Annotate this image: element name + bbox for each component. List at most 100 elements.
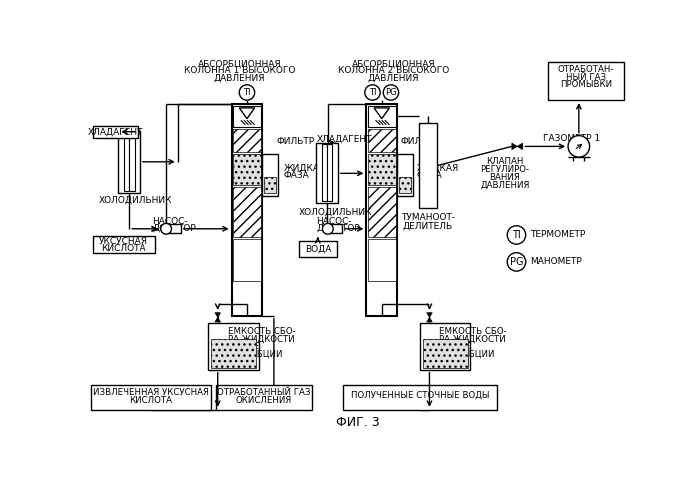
Text: ДОЗАТОР: ДОЗАТОР <box>152 224 196 232</box>
Text: ХОЛОДИЛЬНИК: ХОЛОДИЛЬНИК <box>99 196 172 205</box>
Text: PG: PG <box>385 88 397 97</box>
Bar <box>168 224 181 233</box>
Text: КИСЛОТА: КИСЛОТА <box>101 243 146 253</box>
Text: УКСУСНАЯ: УКСУСНАЯ <box>99 237 148 246</box>
Bar <box>233 187 261 237</box>
Text: АБСОРБЦИОННАЯ: АБСОРБЦИОННАЯ <box>352 59 435 68</box>
Text: ФИЛЬТР: ФИЛЬТР <box>276 136 315 146</box>
Circle shape <box>322 223 333 234</box>
Text: ГАЗОМЕТР 1: ГАЗОМЕТР 1 <box>543 134 600 143</box>
Text: ОТРАБОТАН-: ОТРАБОТАН- <box>558 65 614 74</box>
Text: TI: TI <box>369 88 376 97</box>
Circle shape <box>507 226 526 244</box>
Circle shape <box>161 223 171 234</box>
Polygon shape <box>426 313 432 317</box>
Bar <box>211 339 257 368</box>
Bar <box>368 239 396 281</box>
Bar <box>129 133 134 191</box>
Text: ОТРАБОТАННЫЙ ГАЗ: ОТРАБОТАННЫЙ ГАЗ <box>217 388 310 397</box>
Bar <box>92 385 211 410</box>
Bar <box>208 323 259 370</box>
Bar <box>216 385 312 410</box>
Text: РА ЖИДКОСТИ: РА ЖИДКОСТИ <box>228 335 294 343</box>
Text: НАСОС-: НАСОС- <box>152 216 188 226</box>
Bar <box>419 123 437 208</box>
Bar <box>93 237 154 254</box>
Bar <box>298 241 337 256</box>
Text: АБСОРБЦИИ: АБСОРБЦИИ <box>228 350 283 359</box>
Text: ТЕРМОМЕТР: ТЕРМОМЕТР <box>531 230 586 240</box>
Polygon shape <box>215 317 220 322</box>
Bar <box>233 239 261 281</box>
Circle shape <box>507 253 526 271</box>
Circle shape <box>365 85 380 100</box>
Text: ДЕЛИТЕЛЬ: ДЕЛИТЕЛЬ <box>403 221 453 230</box>
Text: ФАЗА: ФАЗА <box>284 171 310 180</box>
Polygon shape <box>426 317 432 322</box>
Text: ДОЗАТОР: ДОЗАТОР <box>316 224 360 232</box>
Text: ЕМКОСТЬ СБО-: ЕМКОСТЬ СБО- <box>228 327 296 335</box>
Text: TI: TI <box>243 88 251 97</box>
Text: ХЛАДАГЕНТ: ХЛАДАГЕНТ <box>316 134 372 143</box>
Bar <box>368 187 396 237</box>
Bar <box>343 385 497 410</box>
Text: ХОЛОДИЛЬНИК: ХОЛОДИЛЬНИК <box>298 207 373 216</box>
Circle shape <box>239 85 254 100</box>
Text: НАСОС-: НАСОС- <box>316 216 352 226</box>
Bar <box>316 143 338 202</box>
Text: КОЛОННА 1 ВЫСОКОГО: КОЛОННА 1 ВЫСОКОГО <box>184 67 295 75</box>
Text: НЫЙ ГАЗ: НЫЙ ГАЗ <box>565 73 606 81</box>
Bar <box>124 133 129 191</box>
Bar <box>398 177 411 193</box>
Text: ФИГ. 3: ФИГ. 3 <box>336 415 380 428</box>
Bar <box>264 177 276 193</box>
Text: ЖИДКАЯ: ЖИДКАЯ <box>284 163 326 173</box>
Bar <box>548 62 624 100</box>
Text: АБСОРБЦИОННАЯ: АБСОРБЦИОННАЯ <box>197 59 281 68</box>
Circle shape <box>568 135 590 157</box>
Text: ФИЛЬТР: ФИЛЬТР <box>401 136 439 146</box>
Polygon shape <box>239 108 254 119</box>
Text: АБСОРБЦИИ: АБСОРБЦИИ <box>440 350 495 359</box>
Bar <box>422 339 468 368</box>
Bar <box>368 106 396 127</box>
Bar <box>330 224 343 233</box>
Bar <box>366 104 397 316</box>
Polygon shape <box>215 313 220 317</box>
Text: PG: PG <box>510 257 524 267</box>
Text: ТУМАНООТ-: ТУМАНООТ- <box>401 213 455 222</box>
Bar <box>231 104 262 316</box>
Bar <box>368 129 396 152</box>
Text: КИСЛОТА: КИСЛОТА <box>129 396 172 405</box>
Text: ПРОМЫВКИ: ПРОМЫВКИ <box>560 80 612 89</box>
Text: ФАЗА: ФАЗА <box>417 171 442 180</box>
Bar <box>262 154 278 197</box>
Text: ВОДА: ВОДА <box>305 244 331 254</box>
Bar <box>368 154 396 185</box>
Text: ОКИСЛЕНИЯ: ОКИСЛЕНИЯ <box>236 396 292 405</box>
Text: РЕГУЛИРО-: РЕГУЛИРО- <box>480 165 529 174</box>
Polygon shape <box>512 143 517 149</box>
Text: ДАВЛЕНИЯ: ДАВЛЕНИЯ <box>213 73 265 82</box>
Bar <box>93 126 138 138</box>
Bar <box>233 154 261 185</box>
Circle shape <box>383 85 398 100</box>
Bar <box>420 323 470 370</box>
Polygon shape <box>374 108 389 119</box>
Text: ПОСЛЕ: ПОСЛЕ <box>440 342 470 351</box>
Bar <box>322 144 327 201</box>
Polygon shape <box>517 143 523 149</box>
Text: КОЛОННА 2 ВЫСОКОГО: КОЛОННА 2 ВЫСОКОГО <box>338 67 449 75</box>
Text: КЛАПАН: КЛАПАН <box>487 157 524 166</box>
Bar <box>233 106 261 127</box>
Text: ДАВЛЕНИЯ: ДАВЛЕНИЯ <box>480 180 530 189</box>
Text: МАНОМЕТР: МАНОМЕТР <box>531 257 582 267</box>
Bar <box>118 131 140 193</box>
Bar <box>233 129 261 152</box>
Text: ДАВЛЕНИЯ: ДАВЛЕНИЯ <box>368 73 419 82</box>
Text: ЕМКОСТЬ СБО-: ЕМКОСТЬ СБО- <box>440 327 507 335</box>
Text: ИЗВЛЕЧЕННАЯ УКСУСНАЯ: ИЗВЛЕЧЕННАЯ УКСУСНАЯ <box>93 388 209 397</box>
Text: ПОЛУЧЕННЫЕ СТОЧНЫЕ ВОДЫ: ПОЛУЧЕННЫЕ СТОЧНЫЕ ВОДЫ <box>351 390 489 400</box>
Text: РА ЖИДКОСТИ: РА ЖИДКОСТИ <box>440 335 506 343</box>
Bar <box>397 154 412 197</box>
